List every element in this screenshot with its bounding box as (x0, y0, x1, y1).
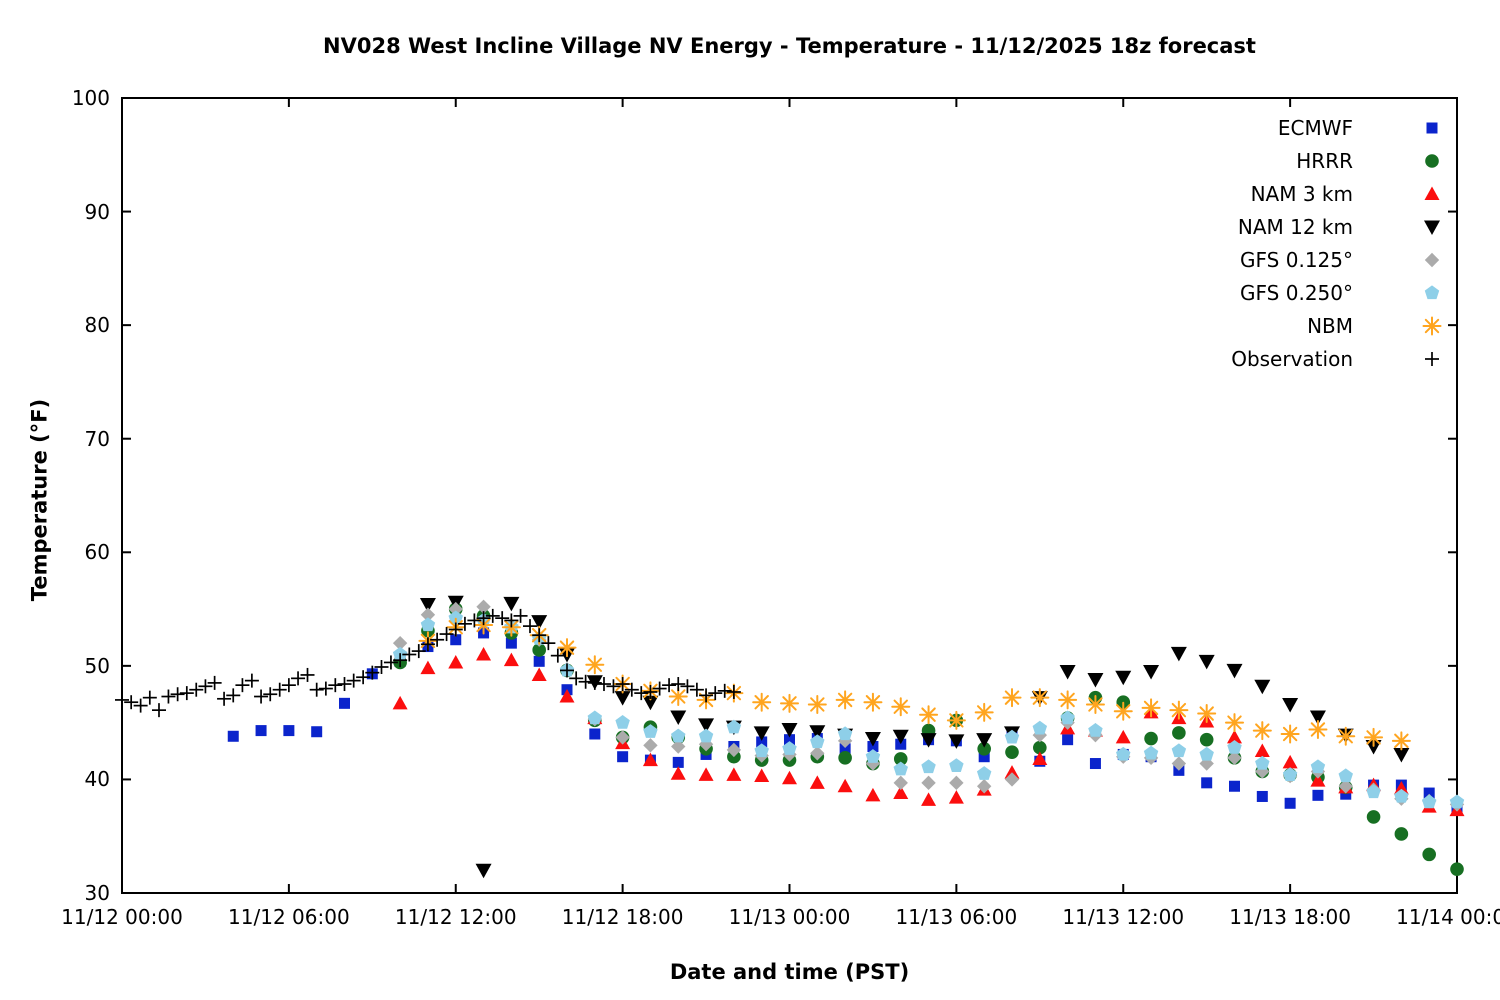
legend-label-nam-12-km: NAM 12 km (1237, 214, 1353, 239)
legend-marker-nbm-icon (1422, 316, 1442, 335)
legend-label-nbm: NBM (1307, 313, 1353, 338)
x-tick-label: 11/13 00:00 (728, 905, 851, 929)
legend-marker-gfs-0-250-icon (1424, 284, 1440, 299)
legend-item-gfs-0-250: GFS 0.250° (1231, 276, 1445, 309)
legend-label-hrrr: HRRR (1296, 148, 1353, 173)
legend-marker-ecmwf-icon (1426, 122, 1438, 133)
legend-marker-nam-3-km-icon (1424, 186, 1440, 200)
legend: ECMWF HRRR NAM 3 km NAM 12 km GFS 0.125° GFS … (1231, 111, 1445, 375)
y-tick-label: 40 (84, 767, 110, 792)
legend-item-nam-3-km: NAM 3 km (1231, 177, 1445, 210)
legend-label-gfs-0-250: GFS 0.250° (1240, 280, 1353, 305)
legend-marker-observation-icon (1425, 351, 1439, 366)
axis-ticks (121, 97, 1458, 894)
y-tick-label: 80 (84, 313, 110, 338)
y-tick-label: 70 (84, 426, 110, 451)
x-tick-label: 11/12 06:00 (228, 905, 350, 929)
legend-label-observation: Observation (1231, 346, 1353, 371)
y-tick-label: 30 (84, 881, 110, 905)
chart-title: NV028 West Incline Village NV Energy - T… (323, 34, 1256, 58)
y-tick-label: 50 (84, 653, 110, 678)
legend-item-ecmwf: ECMWF (1231, 111, 1445, 144)
x-tick-label: 11/12 18:00 (561, 905, 684, 929)
legend-marker-nam-12-km-icon (1424, 220, 1440, 235)
x-tick-label: 11/12 12:00 (394, 905, 517, 929)
x-tick-label: 11/13 18:00 (1229, 905, 1351, 929)
series-nam-12-km (419, 595, 1410, 879)
x-tick-label: 11/12 00:00 (61, 905, 183, 929)
series-nbm (418, 615, 1411, 751)
x-tick-label: 11/14 00:00 (1396, 905, 1500, 929)
legend-item-nam-12-km: NAM 12 km (1231, 210, 1445, 243)
legend-marker-gfs-0-125-icon (1424, 252, 1440, 267)
legend-marker-hrrr-icon (1425, 153, 1439, 168)
legend-item-hrrr: HRRR (1231, 144, 1445, 177)
x-axis-title: Date and time (PST) (669, 960, 910, 984)
y-tick-label: 60 (84, 540, 110, 565)
legend-item-nbm: NBM (1231, 309, 1445, 342)
legend-label-gfs-0-125: GFS 0.125° (1240, 247, 1353, 272)
legend-item-observation: Observation (1231, 342, 1445, 375)
legend-label-nam-3-km: NAM 3 km (1250, 181, 1353, 206)
series-observation (115, 608, 741, 718)
y-tick-label: 100 (71, 86, 110, 110)
x-tick-label: 11/13 06:00 (895, 905, 1018, 929)
legend-label-ecmwf: ECMWF (1277, 115, 1353, 140)
legend-item-gfs-0-125: GFS 0.125° (1231, 243, 1445, 276)
x-tick-label: 11/13 12:00 (1062, 905, 1185, 929)
y-tick-label: 90 (84, 199, 110, 224)
